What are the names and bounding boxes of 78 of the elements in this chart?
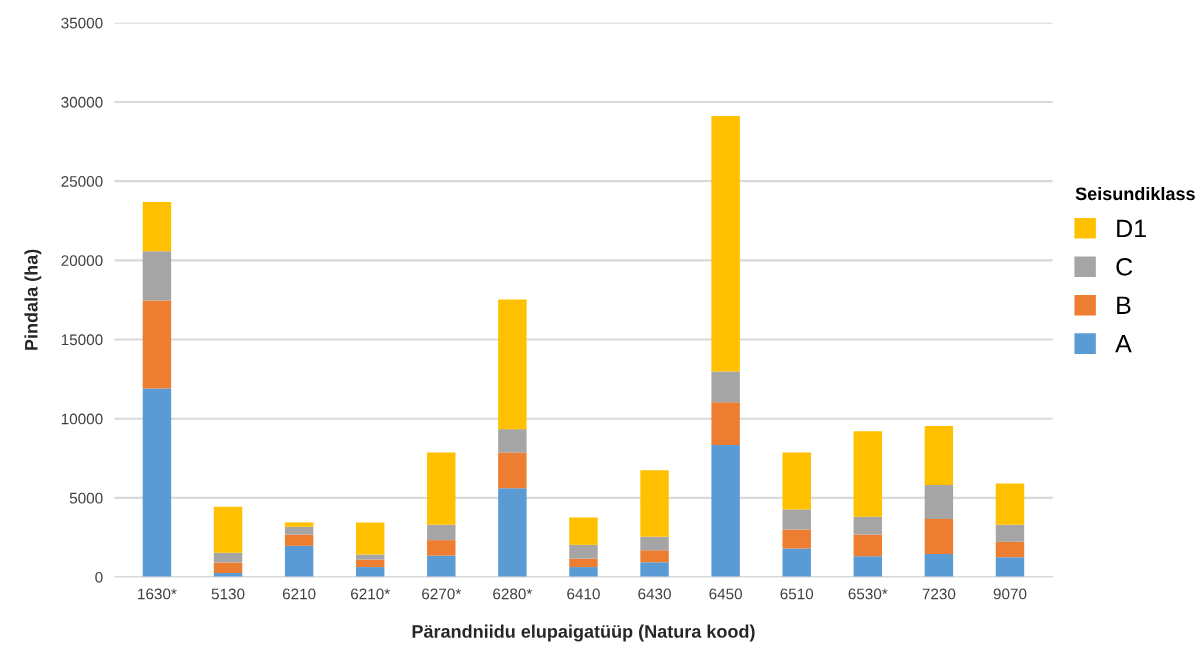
x-tick-label: 6430 <box>638 588 671 600</box>
bar <box>782 509 811 530</box>
bar <box>711 402 740 446</box>
bar <box>142 202 172 252</box>
bar <box>853 431 883 517</box>
y-tick-label: 20000 <box>61 255 103 267</box>
y-tick-label: 10000 <box>61 413 103 425</box>
y-tick-label: 25000 <box>61 176 103 187</box>
bar <box>284 526 314 535</box>
bar <box>427 540 456 556</box>
x-tick-label: 6210* <box>351 588 390 600</box>
bar <box>853 556 883 578</box>
bar <box>213 506 243 553</box>
bar <box>355 522 385 555</box>
legend-label: B <box>1117 296 1131 314</box>
bar <box>711 371 740 403</box>
bar <box>142 388 172 578</box>
y-tick-label: 0 <box>95 571 103 583</box>
bar <box>213 562 243 574</box>
bar <box>782 548 811 578</box>
bar <box>498 452 527 489</box>
bar <box>640 536 669 551</box>
bar <box>498 299 527 430</box>
x-tick-label: 6280* <box>493 588 533 600</box>
bar <box>782 529 811 549</box>
bar <box>355 554 385 560</box>
bar <box>284 534 314 546</box>
bar <box>711 445 740 578</box>
bar <box>142 251 172 301</box>
bar <box>569 544 598 559</box>
bar <box>284 545 314 578</box>
x-axis-title: Pärandniidu elupaigatüüp (Natura kood) <box>412 624 755 642</box>
bar <box>924 485 954 520</box>
bar <box>284 522 314 527</box>
bar <box>213 552 243 563</box>
bar <box>498 429 527 453</box>
bar <box>782 452 811 510</box>
bar <box>569 567 598 578</box>
legend-label: D1 <box>1117 219 1146 237</box>
x-tick-label: 6510 <box>780 588 814 600</box>
bar <box>924 553 954 578</box>
bar <box>995 541 1025 558</box>
x-tick-label: 5130 <box>211 588 245 600</box>
x-tick-label: 6270* <box>422 588 462 600</box>
legend-title: Seisundiklass <box>1075 186 1195 201</box>
legend-label: A <box>1115 335 1132 353</box>
bar <box>853 516 883 535</box>
x-tick-label: 1630* <box>138 588 177 600</box>
bar <box>498 488 527 578</box>
y-tick-label: 5000 <box>69 492 103 504</box>
bar <box>640 550 669 563</box>
bar <box>924 426 954 486</box>
x-tick-label: 9070 <box>993 588 1027 600</box>
bar <box>142 300 172 389</box>
bar <box>995 557 1025 578</box>
x-tick-label: 6530* <box>848 588 888 600</box>
x-tick-label: 6450 <box>709 588 743 600</box>
y-tick-label: 35000 <box>61 17 103 29</box>
bar <box>853 534 883 557</box>
x-tick-label: 6410 <box>567 588 600 600</box>
bar <box>640 562 669 578</box>
y-axis-title: Pindala (ha) <box>24 249 42 350</box>
bar <box>427 555 456 578</box>
bar <box>640 470 669 537</box>
bar <box>569 517 598 545</box>
x-tick-label: 7230 <box>922 588 956 600</box>
y-tick-label: 15000 <box>61 334 103 346</box>
x-tick-label: 6210 <box>282 588 316 600</box>
bar <box>427 452 456 525</box>
bar <box>995 483 1025 525</box>
bar <box>569 558 598 568</box>
bar <box>427 524 456 541</box>
y-tick-label: 30000 <box>61 96 103 108</box>
bar <box>711 116 740 372</box>
bar <box>924 519 954 554</box>
bar <box>995 524 1025 542</box>
legend-label: C <box>1116 257 1133 276</box>
bar <box>355 559 385 568</box>
